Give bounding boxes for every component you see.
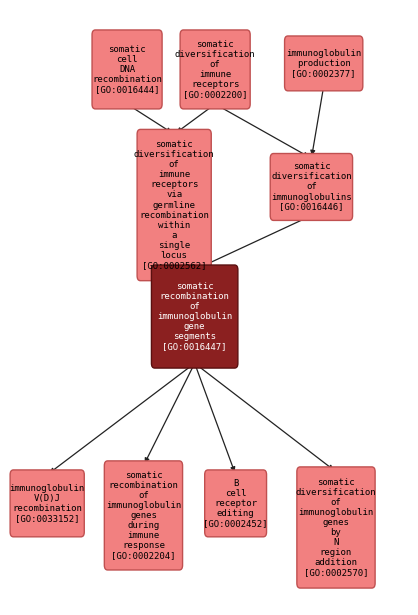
FancyBboxPatch shape [205,470,267,537]
Text: somatic
recombination
of
immunoglobulin
genes
during
immune
response
[GO:0002204: somatic recombination of immunoglobulin … [106,470,181,560]
Text: immunoglobulin
production
[GO:0002377]: immunoglobulin production [GO:0002377] [286,49,361,78]
FancyBboxPatch shape [151,265,238,368]
FancyBboxPatch shape [285,36,363,91]
Text: somatic
cell
DNA
recombination
[GO:0016444]: somatic cell DNA recombination [GO:00164… [92,45,162,94]
Text: B
cell
receptor
editing
[GO:0002452]: B cell receptor editing [GO:0002452] [204,478,268,528]
Text: immunoglobulin
V(D)J
recombination
[GO:0033152]: immunoglobulin V(D)J recombination [GO:0… [10,484,85,523]
Text: somatic
recombination
of
immunoglobulin
gene
segments
[GO:0016447]: somatic recombination of immunoglobulin … [157,282,232,351]
FancyBboxPatch shape [297,467,375,588]
FancyBboxPatch shape [92,30,162,109]
Text: somatic
diversification
of
immunoglobulins
[GO:0016446]: somatic diversification of immunoglobuli… [271,162,352,212]
FancyBboxPatch shape [137,129,211,280]
Text: somatic
diversification
of
immune
receptors
[GO:0002200]: somatic diversification of immune recept… [175,40,255,99]
Text: somatic
diversification
of
immune
receptors
via
germline
recombination
within
a
: somatic diversification of immune recept… [134,140,214,270]
Text: somatic
diversification
of
immunoglobulin
genes
by
N
region
addition
[GO:0002570: somatic diversification of immunoglobuli… [296,478,376,577]
FancyBboxPatch shape [270,154,352,220]
FancyBboxPatch shape [104,461,183,570]
FancyBboxPatch shape [10,470,84,537]
FancyBboxPatch shape [180,30,250,109]
